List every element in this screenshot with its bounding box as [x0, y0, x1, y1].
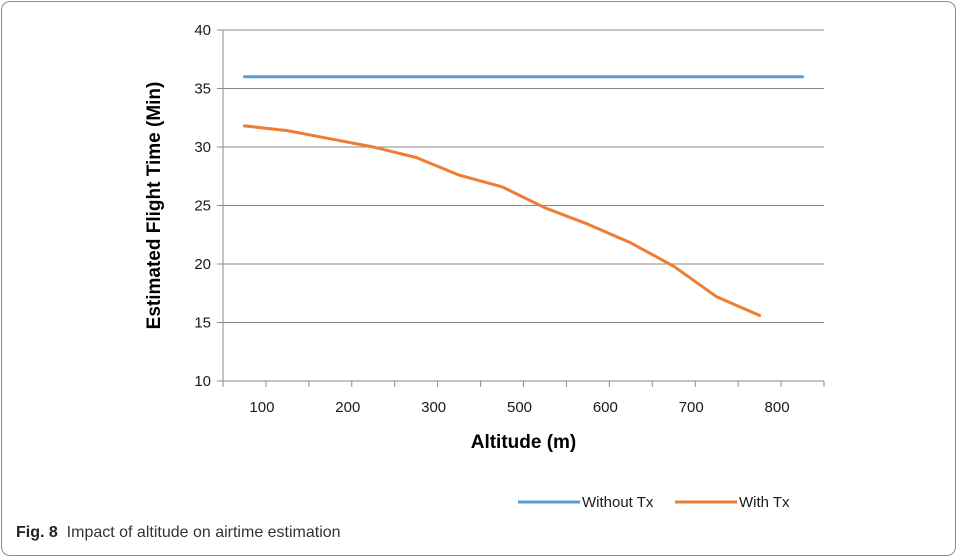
- y-tick-label: 40: [194, 22, 211, 39]
- y-tick-label: 15: [194, 315, 211, 332]
- y-tick-label: 35: [194, 81, 211, 98]
- y-axis-title: Estimated Flight Time (Min): [144, 82, 165, 330]
- y-tick-label: 25: [194, 198, 211, 215]
- y-tick-label: 10: [194, 373, 211, 390]
- series-lines: [243, 75, 804, 317]
- x-tick-labels: 100 200 300 500 600 700 800: [249, 399, 789, 416]
- legend: Without Tx With Tx: [518, 494, 790, 511]
- x-tick-label: 700: [679, 399, 704, 416]
- x-tick-label: 800: [765, 399, 790, 416]
- x-tick-label: 200: [335, 399, 360, 416]
- y-tick-labels: 10 15 20 25 30 35 40: [194, 22, 211, 390]
- y-tick-label: 30: [194, 139, 211, 156]
- grid-lines: [223, 29, 824, 323]
- y-tick-label: 20: [194, 256, 211, 273]
- x-axis-title: Altitude (m): [471, 432, 577, 453]
- figure-caption-label: Fig. 8: [16, 524, 58, 541]
- figure-caption-text: Impact of altitude on airtime estimation: [66, 524, 341, 541]
- figure-caption: Fig. 8 Impact of altitude on airtime est…: [16, 524, 341, 542]
- legend-label: Without Tx: [582, 494, 654, 511]
- x-tick-label: 600: [593, 399, 618, 416]
- axes: [217, 29, 825, 387]
- x-tick-label: 500: [507, 399, 532, 416]
- legend-label: With Tx: [739, 494, 790, 511]
- x-tick-label: 100: [249, 399, 274, 416]
- x-tick-label: 300: [421, 399, 446, 416]
- series-line-with-tx: [243, 124, 762, 317]
